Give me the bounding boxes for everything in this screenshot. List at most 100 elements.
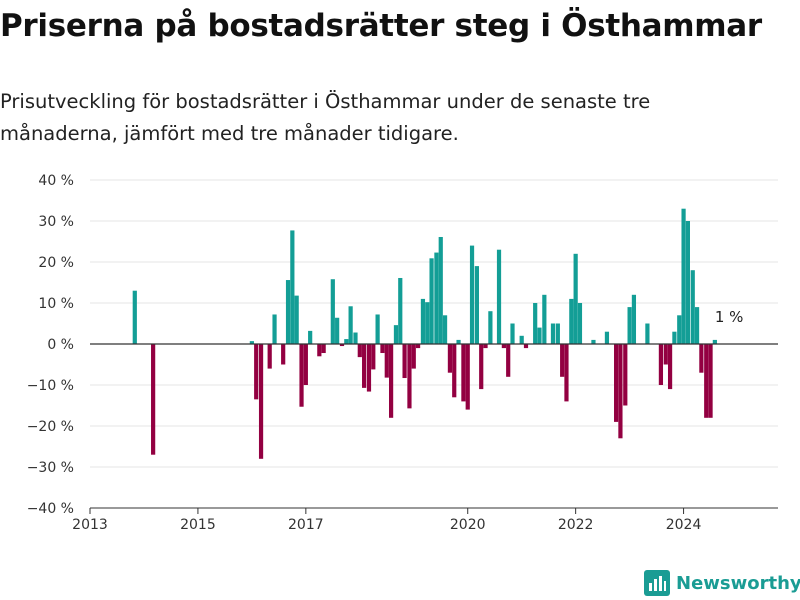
bar bbox=[317, 344, 322, 357]
bar bbox=[456, 339, 461, 344]
bar bbox=[631, 294, 637, 344]
bar bbox=[339, 344, 345, 347]
bar bbox=[461, 344, 466, 402]
bar bbox=[550, 323, 556, 344]
bar bbox=[267, 344, 272, 369]
bar bbox=[681, 208, 686, 344]
bar bbox=[506, 344, 511, 377]
bar bbox=[465, 344, 470, 410]
bar bbox=[344, 339, 349, 344]
bar bbox=[672, 331, 677, 344]
bar bbox=[330, 279, 335, 344]
bar bbox=[618, 344, 623, 439]
bar bbox=[560, 344, 565, 377]
bar bbox=[425, 302, 430, 344]
bar bbox=[281, 344, 286, 365]
bar bbox=[357, 344, 362, 358]
y-tick-label: 20 % bbox=[38, 255, 74, 271]
bar bbox=[488, 311, 493, 344]
bar bbox=[523, 344, 529, 349]
bar bbox=[308, 330, 313, 344]
bar bbox=[442, 315, 448, 344]
bar bbox=[614, 344, 619, 422]
bar bbox=[645, 323, 650, 344]
bar bbox=[420, 298, 426, 344]
y-tick-label: −40 % bbox=[27, 501, 74, 517]
bar bbox=[667, 344, 673, 390]
bar bbox=[407, 344, 412, 409]
bar bbox=[411, 344, 416, 369]
bar bbox=[537, 327, 542, 344]
bar bbox=[299, 344, 304, 407]
bar bbox=[699, 344, 704, 373]
bar bbox=[348, 306, 353, 344]
bar bbox=[542, 294, 547, 344]
x-tick-label: 2017 bbox=[288, 517, 324, 533]
y-tick-label: −20 % bbox=[27, 419, 74, 435]
bar bbox=[132, 290, 137, 344]
newsworthy-logo-icon bbox=[644, 570, 670, 596]
bar bbox=[258, 344, 264, 459]
x-tick-label: 2013 bbox=[72, 517, 108, 533]
bar bbox=[469, 245, 475, 344]
bar bbox=[272, 314, 277, 344]
bar bbox=[362, 344, 367, 388]
bar bbox=[569, 298, 574, 344]
bar bbox=[623, 344, 628, 406]
y-tick-label: 40 % bbox=[38, 173, 74, 189]
bar bbox=[371, 344, 376, 370]
bar bbox=[375, 314, 380, 344]
y-tick-label: 10 % bbox=[38, 296, 74, 312]
y-tick-label: −30 % bbox=[27, 460, 74, 476]
bar bbox=[591, 339, 596, 344]
bar bbox=[690, 270, 695, 344]
y-tick-label: 30 % bbox=[38, 214, 74, 230]
bar bbox=[685, 221, 690, 344]
bar bbox=[384, 344, 389, 378]
bar bbox=[393, 325, 399, 344]
last-value-annotation: 1 % bbox=[715, 308, 744, 326]
bar bbox=[479, 344, 484, 390]
bar bbox=[321, 344, 326, 354]
bar bbox=[389, 344, 394, 418]
bar bbox=[294, 295, 299, 344]
bar bbox=[496, 249, 502, 344]
bar bbox=[712, 339, 717, 344]
bar bbox=[415, 344, 421, 349]
bar bbox=[380, 344, 385, 354]
bar bbox=[452, 344, 457, 398]
bar bbox=[519, 335, 524, 344]
bar bbox=[564, 344, 569, 402]
bar bbox=[663, 344, 668, 365]
chart-subtitle: Prisutveckling för bostadsrätter i Östha… bbox=[0, 90, 651, 145]
y-tick-label: 0 % bbox=[47, 337, 74, 353]
x-tick-label: 2024 bbox=[666, 517, 702, 533]
bar bbox=[434, 252, 439, 344]
brand-name: Newsworthy bbox=[676, 572, 800, 594]
x-tick-label: 2022 bbox=[558, 517, 594, 533]
bar bbox=[501, 344, 506, 349]
x-tick-label: 2020 bbox=[450, 517, 486, 533]
bar bbox=[510, 323, 515, 344]
bar bbox=[533, 303, 538, 344]
bar bbox=[483, 344, 488, 349]
bar bbox=[402, 344, 407, 379]
x-tick-label: 2015 bbox=[180, 517, 216, 533]
bar bbox=[254, 344, 259, 400]
bar bbox=[335, 317, 340, 344]
bar bbox=[555, 323, 560, 344]
bar bbox=[249, 341, 254, 344]
chart-title: Priserna på bostadsrätter steg i Östhamm… bbox=[0, 8, 762, 44]
bar bbox=[438, 236, 443, 344]
bar bbox=[151, 344, 156, 455]
y-tick-label: −10 % bbox=[27, 378, 74, 394]
bar bbox=[694, 307, 700, 344]
bar bbox=[677, 315, 682, 344]
bar bbox=[285, 280, 291, 344]
bar bbox=[573, 253, 578, 344]
bar bbox=[366, 344, 372, 392]
bar bbox=[577, 303, 583, 344]
bar bbox=[447, 344, 453, 373]
bar bbox=[398, 277, 403, 344]
